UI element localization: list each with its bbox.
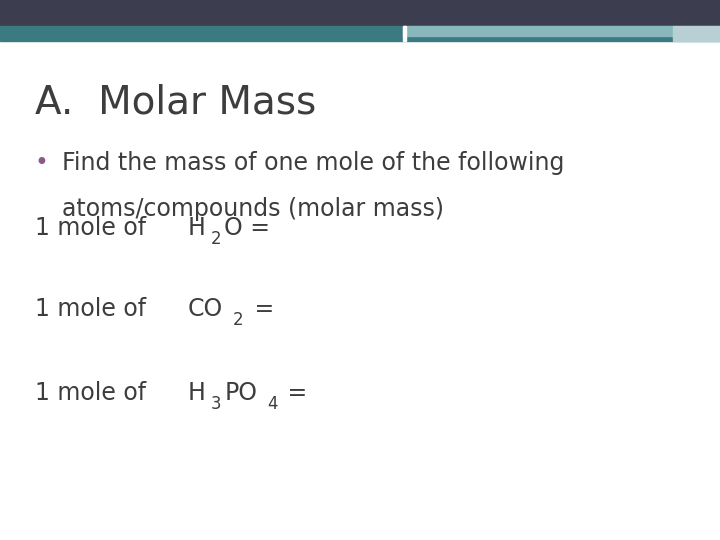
Text: 4: 4 [267,395,277,413]
Text: PO: PO [224,381,257,404]
Text: 1 mole of: 1 mole of [35,297,153,321]
Text: =: = [280,381,307,404]
Text: O =: O = [224,216,270,240]
Text: H: H [188,216,205,240]
Text: 2: 2 [211,230,221,248]
Text: H: H [188,381,205,404]
Text: Find the mass of one mole of the following: Find the mass of one mole of the followi… [62,151,564,175]
Text: =: = [247,297,274,321]
Bar [0,26,720,41]
Text: A.  Molar Mass: A. Molar Mass [35,84,316,122]
Text: 1 mole of: 1 mole of [35,381,153,404]
Bar [673,26,720,41]
Text: 1 mole of: 1 mole of [35,216,153,240]
Bar [403,26,673,36]
Text: •: • [35,151,48,175]
Bar [0,0,720,26]
Text: 2: 2 [233,311,243,329]
Text: 3: 3 [211,395,221,413]
Text: atoms/compounds (molar mass): atoms/compounds (molar mass) [62,197,444,221]
Bar [403,26,406,41]
Text: CO: CO [188,297,223,321]
